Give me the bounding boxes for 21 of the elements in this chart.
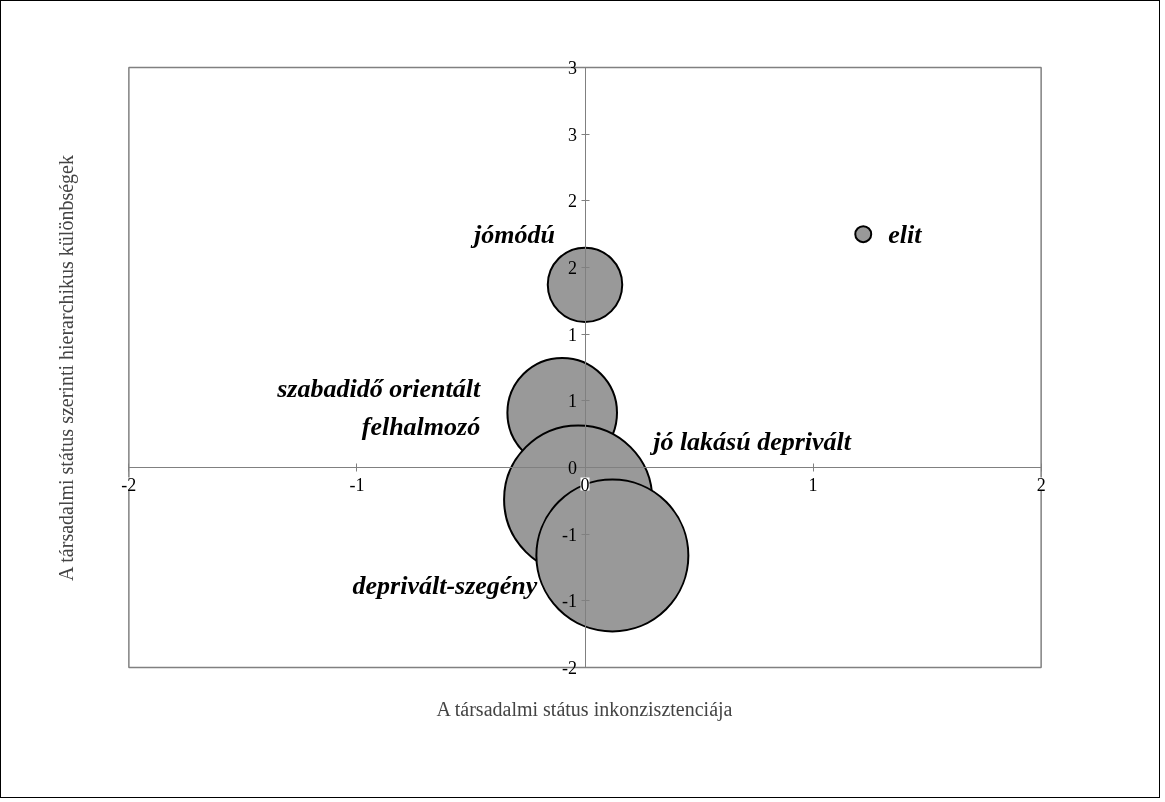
y-tick-label: 1 [568, 391, 577, 412]
y-axis-title: A társadalmi státus szerinti hierarchikus különbségek [54, 155, 78, 582]
y-tick-label: 0 [568, 458, 577, 478]
y-tick-label: -1 [562, 524, 578, 545]
series-label: deprivált-szegény [352, 571, 538, 600]
y-tick-label: 3 [568, 58, 577, 78]
y-tick-label: -2 [562, 658, 578, 678]
series-label: jómódú [470, 220, 556, 250]
x-tick-label: 2 [1036, 474, 1046, 495]
x-tick-label: 1 [808, 474, 818, 495]
x-tick-label: -1 [349, 474, 365, 495]
y-tick-label: 2 [568, 191, 577, 212]
series-label: szabadidő orientált felhalmozó [276, 374, 481, 442]
x-axis-title: A társadalmi státus inkonzisztenciája [436, 697, 733, 721]
y-tick-label: -1 [562, 591, 578, 612]
y-tick-label: 1 [568, 324, 577, 345]
y-tick-label: 2 [568, 258, 577, 278]
x-tick-label: -2 [121, 474, 137, 495]
series-label: elit [888, 219, 923, 249]
series-label: jó lakású deprivált [649, 427, 852, 456]
y-tick-label: 3 [568, 124, 577, 145]
